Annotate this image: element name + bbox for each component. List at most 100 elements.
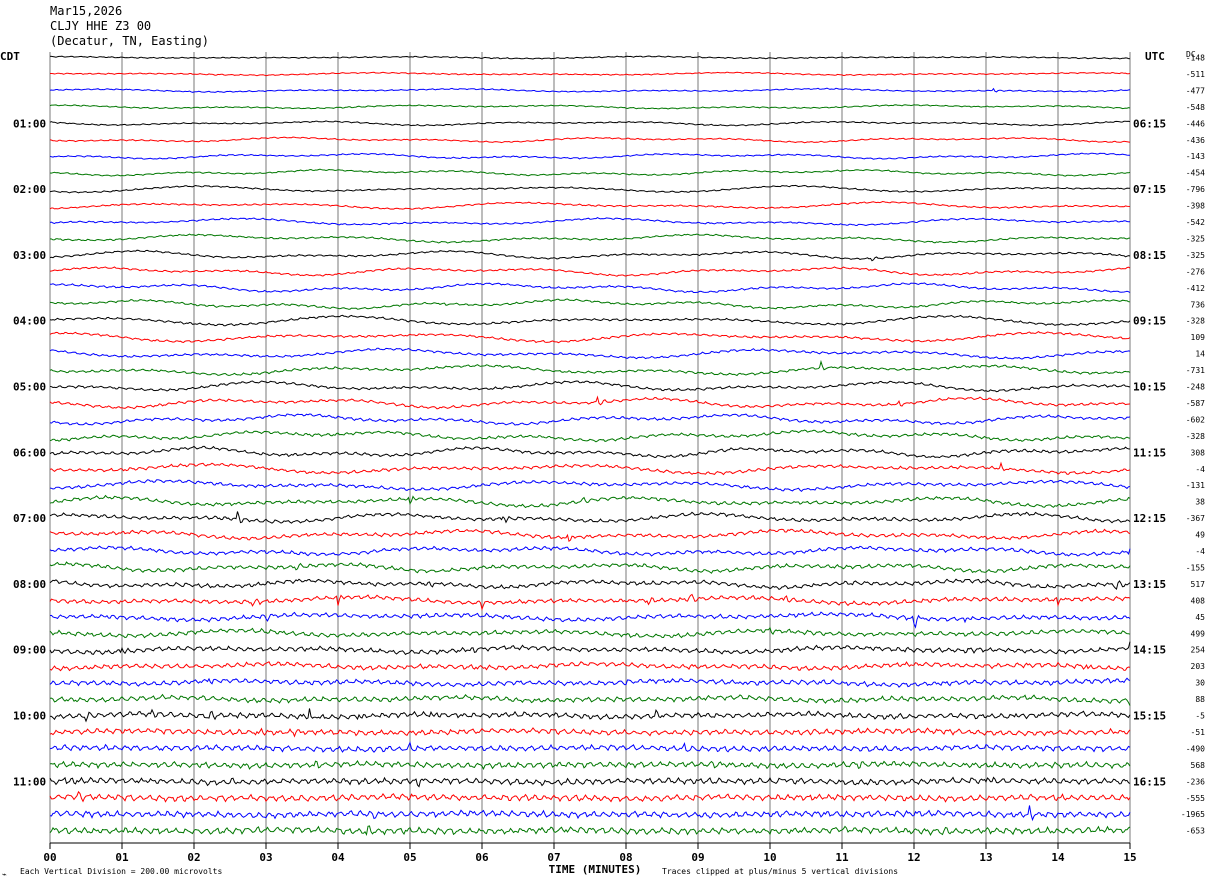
right-timezone-label: UTC [1145, 50, 1165, 63]
x-tick-label: 06 [475, 851, 489, 864]
dc-offset-label: -1965 [1181, 810, 1205, 819]
dc-offset-label: -454 [1186, 169, 1205, 178]
seismic-trace [49, 760, 1131, 771]
dc-offset-label: -548 [1186, 103, 1205, 112]
x-tick-label: 03 [259, 851, 272, 864]
header-date: Mar15,2026 [50, 4, 122, 18]
dc-offset-label: -131 [1186, 481, 1205, 490]
dc-offset-label: 49 [1195, 531, 1205, 540]
dc-offset-label: -5 [1195, 712, 1205, 721]
dc-offset-label: -325 [1186, 251, 1205, 260]
left-hour-label: 05:00 [13, 381, 46, 394]
dc-offset-label: 203 [1191, 662, 1206, 671]
seismic-trace [49, 55, 1131, 60]
x-tick-label: 13 [979, 851, 992, 864]
dc-offset-label: -398 [1186, 202, 1205, 211]
seismic-trace [49, 776, 1131, 788]
seismic-trace [49, 790, 1131, 803]
seismic-trace [49, 380, 1131, 393]
dc-offset-label: -731 [1186, 366, 1205, 375]
x-tick-label: 07 [547, 851, 560, 864]
seismic-trace [49, 136, 1131, 144]
seismic-trace [49, 693, 1131, 706]
dc-offset-label: -143 [1186, 152, 1205, 161]
trace-labels: 01:00 06:15 02:00 07:15 03:00 08:15 04:00 09:15… [13, 54, 1205, 836]
x-tick-label: 09 [691, 851, 704, 864]
seismic-trace [49, 314, 1131, 327]
right-hour-label: 13:15 [1133, 578, 1166, 591]
seismic-trace [49, 661, 1131, 672]
seismic-trace [49, 266, 1131, 277]
dc-offset-label: -248 [1186, 383, 1205, 392]
seismic-trace [49, 825, 1131, 836]
left-hour-label: 02:00 [13, 183, 46, 196]
seismic-trace [49, 494, 1131, 509]
dc-offset-label: -51 [1191, 728, 1206, 737]
dc-offset-label: -276 [1186, 267, 1205, 276]
seismic-trace [49, 461, 1131, 476]
dc-offset-label: 109 [1191, 333, 1206, 342]
dc-offset-label: -542 [1186, 218, 1205, 227]
left-hour-label: 10:00 [13, 710, 46, 723]
seismic-trace [49, 741, 1131, 753]
right-hour-label: 14:15 [1133, 644, 1166, 657]
footer-scale-note: Each Vertical Division = 200.00 microvol… [20, 867, 222, 876]
dc-offset-label: -328 [1186, 432, 1205, 441]
left-hour-label: 07:00 [13, 512, 46, 525]
seismic-trace [49, 168, 1131, 177]
seismic-trace [49, 561, 1131, 574]
seismic-trace [49, 445, 1131, 459]
x-tick-label: 04 [331, 851, 345, 864]
dc-offset-label: 736 [1191, 300, 1206, 309]
left-timezone-label: CDT [0, 50, 20, 63]
dc-offset-label: -367 [1186, 514, 1205, 523]
right-hour-label: 08:15 [1133, 249, 1166, 262]
seismic-trace [49, 528, 1131, 543]
dc-offset-label: 517 [1191, 580, 1206, 589]
seismic-trace [49, 578, 1131, 591]
seismic-trace [49, 87, 1131, 93]
seismic-trace [49, 413, 1131, 426]
left-hour-label: 08:00 [13, 578, 46, 591]
seismic-trace [49, 593, 1131, 611]
dc-offset-label: -4 [1195, 465, 1205, 474]
dc-offset-label: -412 [1186, 284, 1205, 293]
seismic-trace [49, 805, 1131, 822]
seismic-trace [49, 184, 1131, 194]
right-hour-label: 16:15 [1133, 775, 1166, 788]
dc-offset-label: -325 [1186, 234, 1205, 243]
dc-offset-label: -4 [1195, 547, 1205, 556]
x-tick-label: 15 [1123, 851, 1136, 864]
right-hour-label: 07:15 [1133, 183, 1166, 196]
x-tick-label: 11 [835, 851, 849, 864]
seismic-trace [49, 249, 1131, 262]
footer-clip-note: Traces clipped at plus/minus 5 vertical … [662, 867, 898, 876]
dc-offset-label: -555 [1186, 794, 1205, 803]
x-tick-label: 00 [43, 851, 56, 864]
x-tick-label: 08 [619, 851, 632, 864]
seismic-trace [49, 330, 1131, 344]
dc-offset-label: -511 [1186, 70, 1205, 79]
seismic-traces [49, 55, 1131, 836]
seismic-trace [49, 120, 1131, 127]
dc-offset-label: -653 [1186, 827, 1205, 836]
x-tick-label: 02 [187, 851, 200, 864]
header-location: (Decatur, TN, Easting) [50, 34, 209, 48]
seismic-trace [49, 282, 1131, 294]
dc-offset-label: -155 [1186, 563, 1205, 572]
left-hour-label: 06:00 [13, 446, 46, 459]
header-station: CLJY HHE Z3 00 [50, 19, 151, 33]
dc-offset-label: 38 [1195, 498, 1205, 507]
seismic-trace [49, 429, 1131, 443]
dc-offset-label: -436 [1186, 136, 1205, 145]
seismic-trace [49, 347, 1131, 360]
dc-offset-label: 254 [1191, 646, 1206, 655]
seismic-trace [49, 611, 1131, 629]
left-hour-label: 11:00 [13, 775, 46, 788]
dc-offset-label: 14 [1195, 350, 1205, 359]
x-tick-label: 14 [1051, 851, 1065, 864]
x-tick-label: 10 [763, 851, 776, 864]
x-tick-label: 05 [403, 851, 416, 864]
x-axis-title: TIME (MINUTES) [549, 863, 642, 876]
seismic-trace [49, 727, 1131, 738]
